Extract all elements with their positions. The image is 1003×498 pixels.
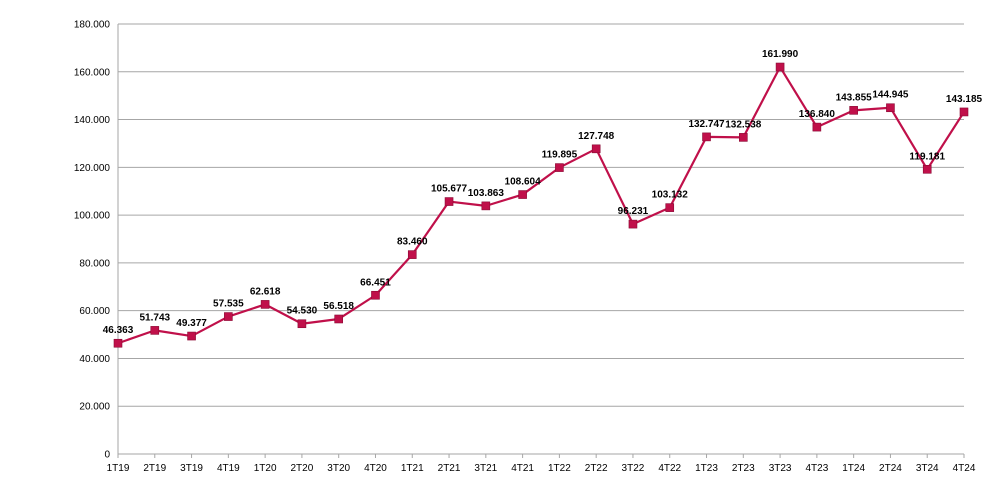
- data-label: 127.748: [578, 131, 615, 142]
- data-point-marker: [224, 312, 233, 321]
- x-tick-label: 2T23: [732, 463, 755, 474]
- y-tick-label: 20.000: [79, 402, 110, 413]
- data-point-marker: [555, 163, 564, 172]
- x-tick-label: 3T23: [769, 463, 792, 474]
- x-tick-label: 3T19: [180, 463, 203, 474]
- y-tick-label: 160.000: [74, 67, 111, 78]
- data-point-marker: [297, 319, 307, 329]
- data-label: 49.377: [176, 318, 207, 329]
- x-tick-label: 3T20: [327, 463, 350, 474]
- x-tick-label: 2T20: [291, 463, 314, 474]
- x-tick-label: 3T21: [474, 463, 497, 474]
- x-tick-label: 1T21: [401, 463, 424, 474]
- x-tick-label: 1T23: [695, 463, 718, 474]
- data-point-marker: [591, 144, 601, 154]
- data-label: 103.863: [468, 188, 505, 199]
- x-tick-label: 1T22: [548, 463, 571, 474]
- y-tick-label: 80.000: [79, 258, 110, 269]
- x-tick-label: 4T23: [805, 463, 828, 474]
- x-tick-label: 2T19: [143, 463, 166, 474]
- data-point-marker: [260, 300, 270, 309]
- data-point-marker: [113, 338, 123, 348]
- y-tick-label: 140.000: [74, 115, 111, 126]
- x-tick-label: 1T20: [254, 463, 277, 474]
- data-point-marker: [334, 314, 343, 324]
- data-label: 119.895: [542, 150, 578, 161]
- data-label: 143.185: [946, 94, 983, 105]
- y-tick-label: 0: [104, 450, 110, 461]
- data-point-marker: [371, 290, 380, 300]
- data-point-marker: [739, 133, 748, 142]
- series-layer: [113, 62, 969, 348]
- data-point-marker: [702, 132, 711, 142]
- gridlines: [118, 23, 964, 407]
- data-label: 103.132: [652, 190, 689, 201]
- data-label: 83.460: [397, 237, 428, 248]
- data-label: 66.451: [360, 277, 391, 288]
- data-label: 57.535: [213, 299, 244, 310]
- axes: [117, 24, 965, 458]
- x-tick-label: 3T24: [916, 463, 939, 474]
- data-label: 132.538: [725, 119, 762, 130]
- data-point-marker: [922, 164, 932, 174]
- data-label: 96.231: [618, 206, 649, 217]
- data-label: 132.747: [688, 119, 725, 130]
- data-point-marker: [481, 201, 491, 211]
- x-tick-label: 4T22: [658, 463, 681, 474]
- data-label: 136.840: [799, 109, 836, 120]
- data-label: 51.743: [139, 312, 170, 323]
- data-point-marker: [444, 197, 454, 206]
- x-axis-tick-labels: 1T19 2T19 3T19 4T19 1T20 2T20 3T20 4T20 1T21 2T21…: [107, 463, 976, 474]
- x-tick-label: 4T21: [511, 463, 534, 474]
- data-label: 119.181: [909, 151, 945, 162]
- x-tick-label: 4T19: [217, 463, 240, 474]
- y-tick-label: 120.000: [74, 163, 111, 174]
- data-point-marker: [849, 106, 858, 115]
- data-point-marker: [628, 219, 638, 229]
- data-point-marker: [187, 331, 196, 341]
- series-line: [117, 65, 965, 345]
- y-axis-tick-labels: 0 20.000 40.000 60.000 80.000 100.000 120.000 1…: [74, 20, 111, 461]
- data-point-marker: [959, 107, 969, 117]
- data-label: 144.945: [872, 90, 909, 101]
- data-label: 54.530: [287, 306, 318, 317]
- data-label: 56.518: [323, 301, 354, 312]
- data-point-marker: [886, 103, 895, 113]
- data-point-marker: [812, 122, 822, 132]
- data-point-marker: [150, 326, 160, 335]
- data-point-marker: [665, 203, 675, 212]
- data-point-marker: [407, 250, 417, 259]
- data-point-marker: [518, 190, 527, 199]
- x-tick-label: 1T19: [107, 463, 130, 474]
- x-tick-label: 1T24: [842, 463, 865, 474]
- data-label: 46.363: [103, 325, 134, 336]
- data-label: 143.855: [836, 92, 873, 103]
- y-tick-label: 100.000: [74, 211, 111, 222]
- data-label: 105.677: [431, 184, 468, 195]
- x-tick-label: 3T22: [622, 463, 645, 474]
- y-tick-label: 60.000: [79, 306, 110, 317]
- x-tick-label: 4T24: [953, 463, 976, 474]
- y-tick-label: 40.000: [79, 354, 110, 365]
- x-tick-label: 2T22: [585, 463, 608, 474]
- data-labels: 46.363 51.743 49.377 57.535 62.618 54.530 56.5…: [103, 49, 983, 336]
- x-tick-label: 2T21: [438, 463, 461, 474]
- y-tick-label: 180.000: [74, 20, 111, 31]
- x-tick-label: 4T20: [364, 463, 387, 474]
- data-label: 108.604: [505, 177, 542, 188]
- data-label: 62.618: [250, 286, 281, 297]
- x-tick-label: 2T24: [879, 463, 902, 474]
- data-point-marker: [775, 62, 785, 72]
- data-label: 161.990: [762, 49, 799, 60]
